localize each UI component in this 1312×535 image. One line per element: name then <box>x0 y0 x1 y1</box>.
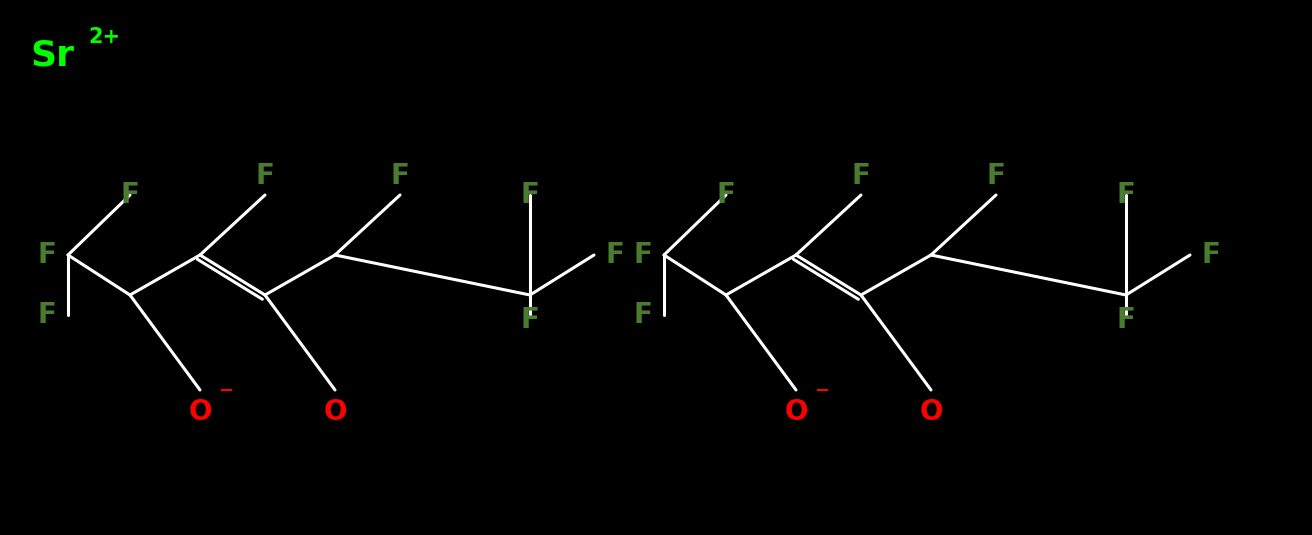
Text: F: F <box>121 181 139 209</box>
Text: −: − <box>218 382 234 400</box>
Text: O: O <box>323 398 346 426</box>
Text: −: − <box>813 382 829 400</box>
Text: F: F <box>521 306 539 334</box>
Text: O: O <box>188 398 211 426</box>
Text: F: F <box>606 241 625 269</box>
Text: F: F <box>1117 306 1135 334</box>
Text: F: F <box>1117 181 1135 209</box>
Text: F: F <box>256 162 274 190</box>
Text: F: F <box>391 162 409 190</box>
Text: F: F <box>987 162 1005 190</box>
Text: F: F <box>521 181 539 209</box>
Text: F: F <box>716 181 736 209</box>
Text: O: O <box>785 398 808 426</box>
Text: F: F <box>634 241 652 269</box>
Text: F: F <box>37 301 56 329</box>
Text: O: O <box>920 398 943 426</box>
Text: F: F <box>1202 241 1221 269</box>
Text: 2+: 2+ <box>88 27 121 47</box>
Text: F: F <box>37 241 56 269</box>
Text: Sr: Sr <box>30 38 73 72</box>
Text: F: F <box>851 162 870 190</box>
Text: F: F <box>634 301 652 329</box>
